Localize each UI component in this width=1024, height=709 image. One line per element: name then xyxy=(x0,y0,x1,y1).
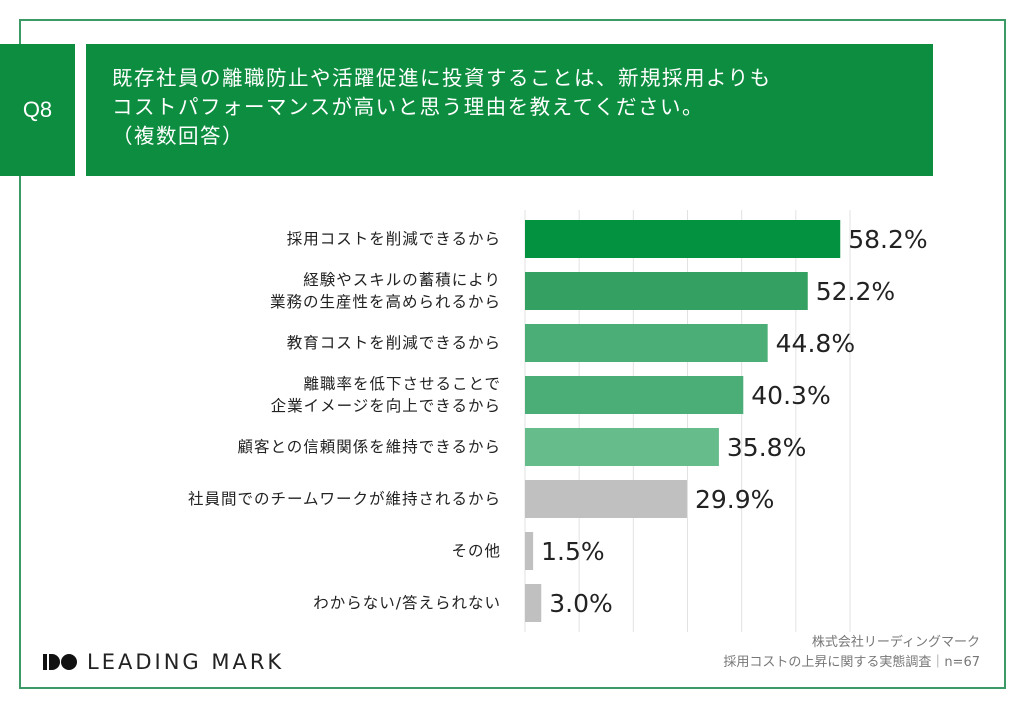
frame-border xyxy=(19,19,1006,689)
bar xyxy=(525,376,744,414)
category-label: 経験やスキルの蓄積により 業務の生産性を高められるから xyxy=(269,271,501,311)
leading-mark-logo-icon xyxy=(43,654,77,670)
title-line: コストパフォーマンスが高いと思う理由を教えてください。 xyxy=(112,95,704,119)
data-label: 3.0% xyxy=(549,589,613,618)
question-title: 既存社員の離職防止や活躍促進に投資することは、新規採用よりも コストパフォーマン… xyxy=(86,44,933,176)
bar xyxy=(525,428,719,466)
category-label: 採用コストを削減できるから xyxy=(286,230,501,248)
question-number: Q8 xyxy=(0,44,75,176)
data-label: 29.9% xyxy=(695,485,774,514)
data-label: 52.2% xyxy=(816,277,895,306)
data-label: 58.2% xyxy=(848,225,927,254)
data-label: 44.8% xyxy=(776,329,855,358)
title-line: 既存社員の離職防止や活躍促進に投資することは、新規採用よりも xyxy=(112,66,772,90)
bar xyxy=(525,532,534,570)
title-line: （複数回答） xyxy=(112,124,244,148)
data-label: 40.3% xyxy=(751,381,830,410)
source-note: 株式会社リーディングマーク 採用コストの上昇に関する実態調査｜n=67 xyxy=(723,633,980,673)
category-label: 社員間でのチームワークが維持されるから xyxy=(187,490,501,508)
bar xyxy=(525,584,542,622)
source-company: 株式会社リーディングマーク xyxy=(811,635,980,650)
category-label: 顧客との信頼関係を維持できるから xyxy=(237,438,501,456)
logo: LEADING MARK xyxy=(43,650,284,674)
data-label: 35.8% xyxy=(727,433,806,462)
bar xyxy=(525,324,768,362)
bar xyxy=(525,220,841,258)
bar xyxy=(525,272,808,310)
data-label: 1.5% xyxy=(541,537,605,566)
category-label: わからない/答えられない xyxy=(313,594,501,612)
bar xyxy=(525,480,687,518)
category-label: 離職率を低下させることで 企業イメージを向上できるから xyxy=(270,375,501,415)
source-survey: 採用コストの上昇に関する実態調査｜n=67 xyxy=(723,655,980,670)
category-label: 教育コストを削減できるから xyxy=(286,334,501,352)
logo-text: LEADING MARK xyxy=(87,650,285,674)
category-label: その他 xyxy=(451,542,501,560)
